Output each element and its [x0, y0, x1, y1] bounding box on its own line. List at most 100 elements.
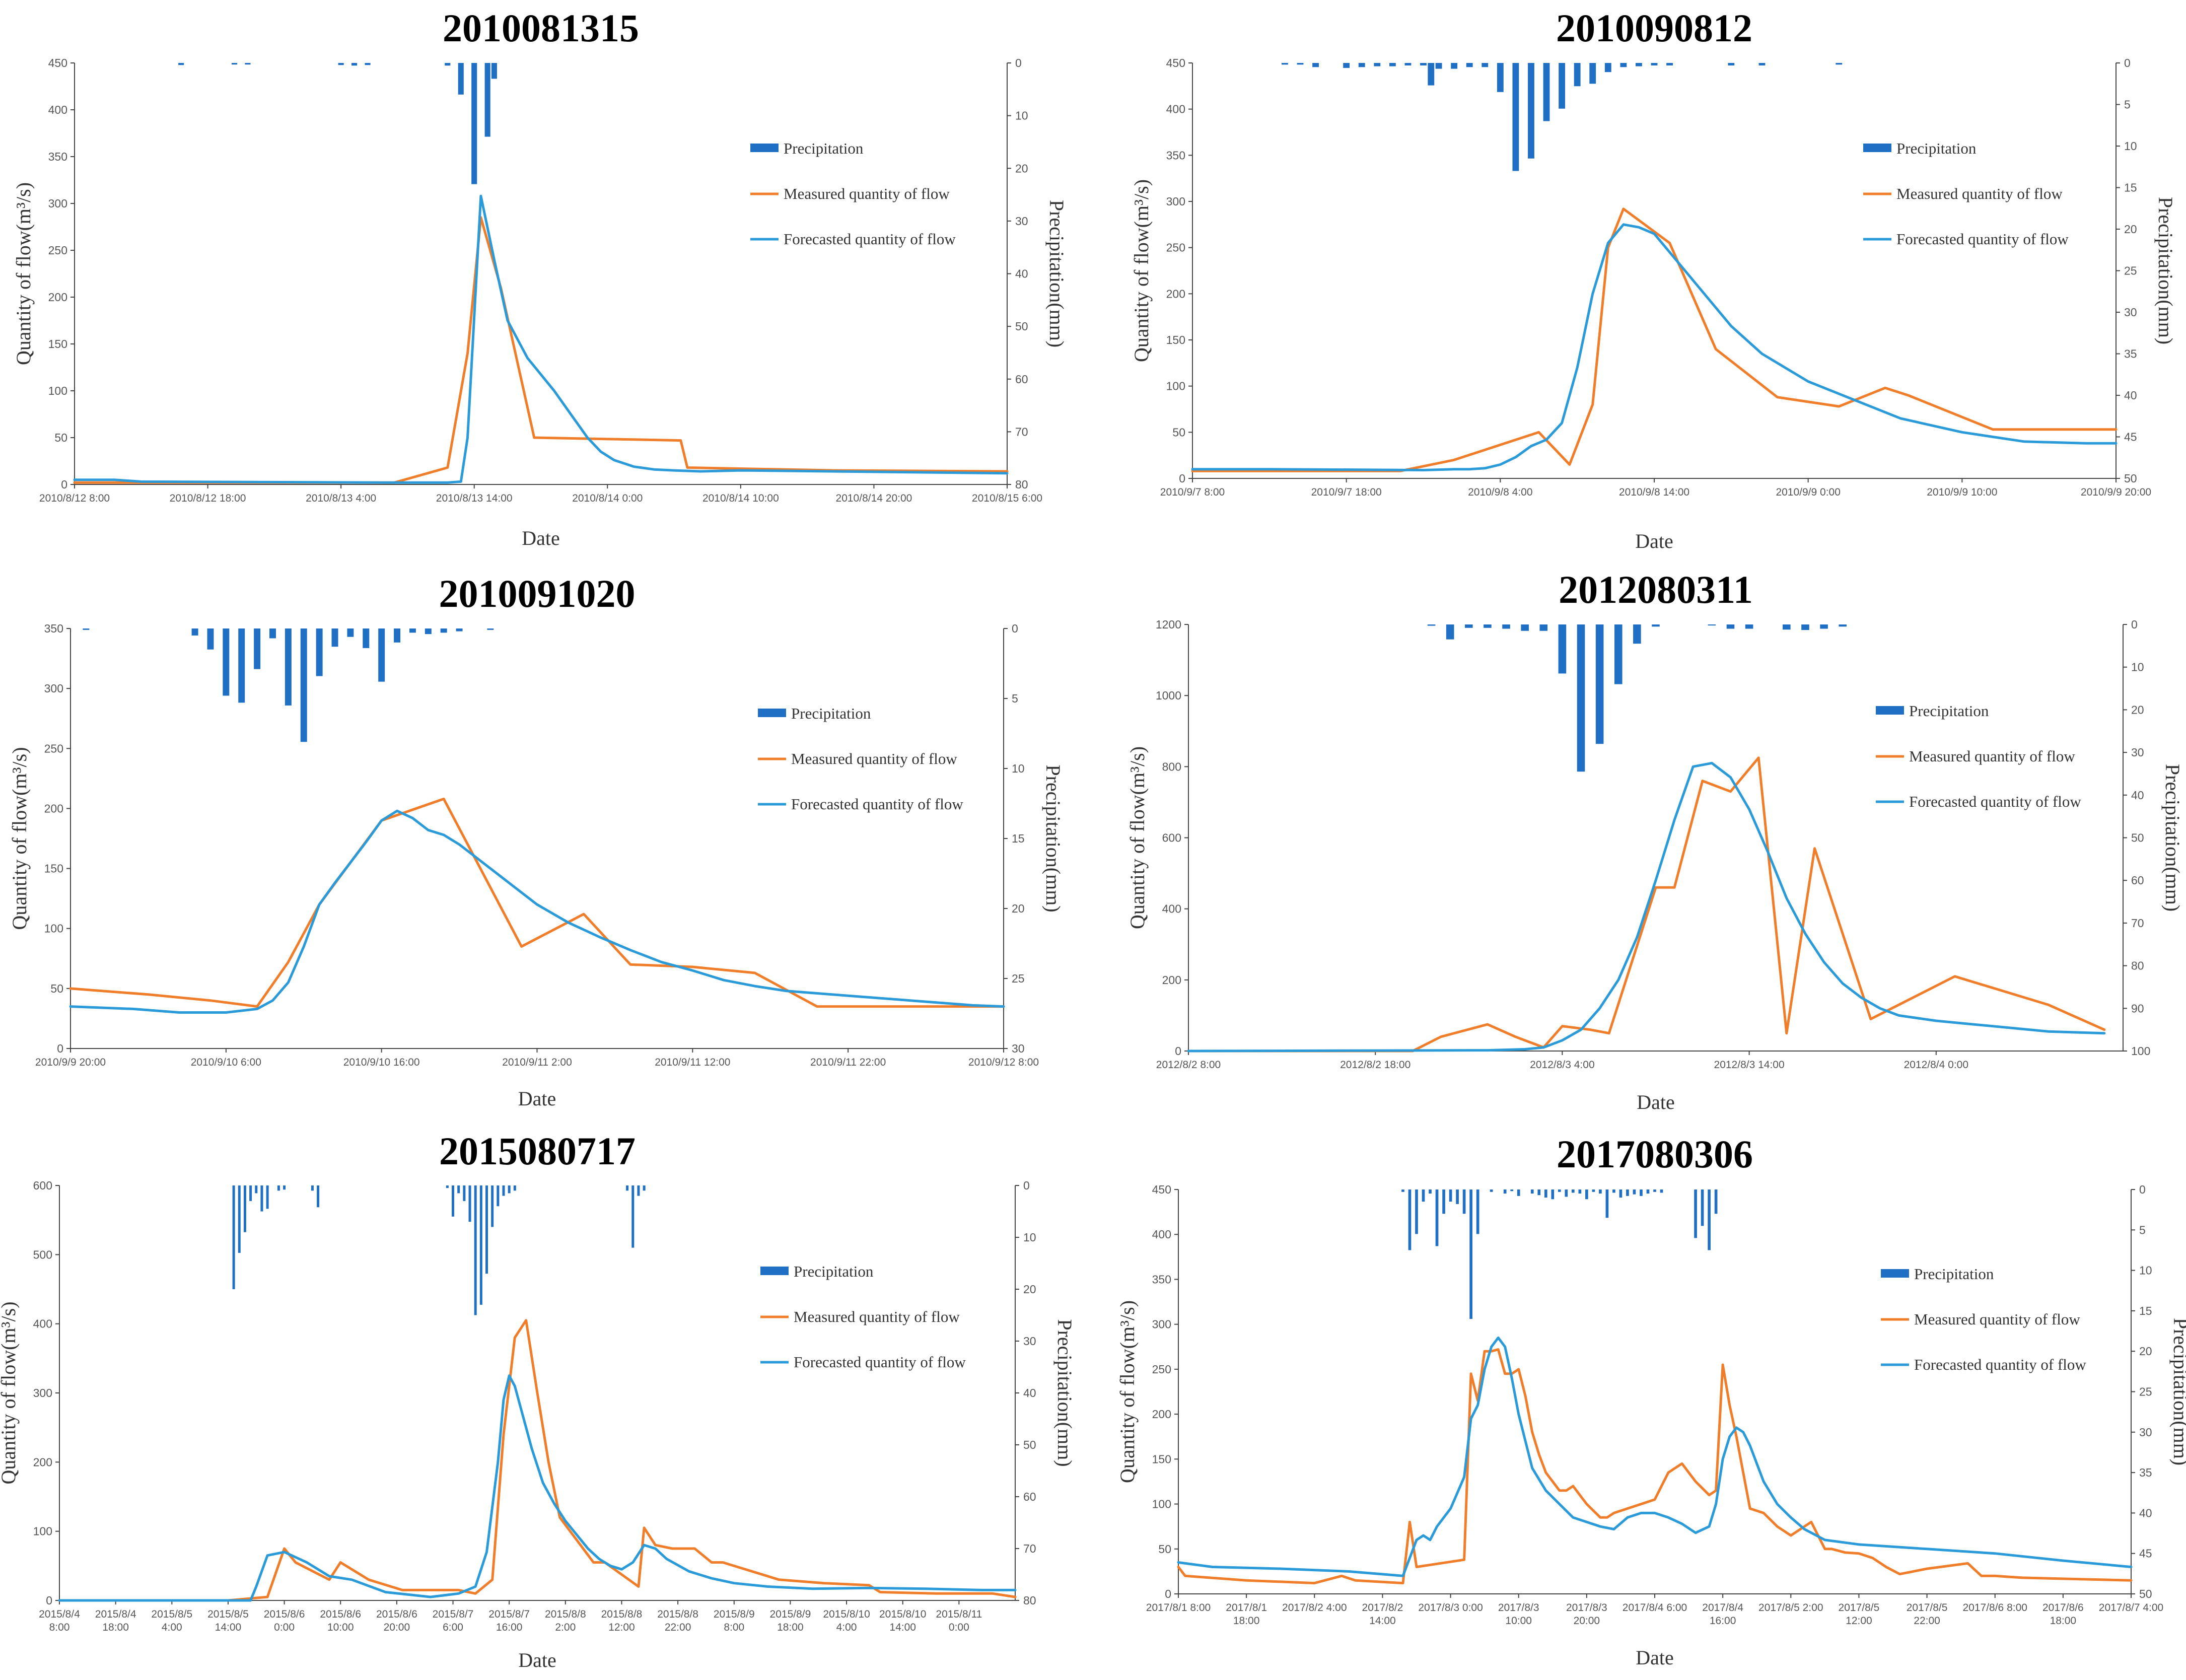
forecasted-flow-line [1187, 761, 2106, 1053]
precip-bar [1839, 624, 1847, 627]
y-tick-label: 500 [33, 1248, 52, 1261]
chart-title: 2012080311 [1559, 568, 1753, 611]
precip-bar [479, 1185, 482, 1305]
y-tick-label: 200 [44, 802, 63, 815]
precip-bar [1510, 1189, 1514, 1192]
precip-bar [269, 628, 276, 639]
x-tick-label: 2010/8/14 10:00 [702, 493, 779, 504]
precip-bar [1297, 63, 1304, 65]
precip-bar [491, 1185, 494, 1227]
precip-bar [452, 1185, 455, 1217]
precip-bar [1708, 1189, 1711, 1250]
legend-label: Forecasted quantity of flow [794, 1353, 966, 1371]
y-tick-label: 300 [1166, 195, 1185, 208]
x-tick-label: 2010/8/12 18:00 [170, 493, 246, 504]
precip-bar [1636, 63, 1642, 66]
precip-bar [1651, 63, 1658, 65]
x-tick-label: 2012/8/2 8:00 [1156, 1059, 1221, 1071]
precip-bar [491, 63, 497, 79]
precip-bar [255, 1185, 258, 1194]
precip-bar [394, 628, 401, 643]
chart-title: 2017080306 [1557, 1132, 1753, 1176]
precip-bar [1640, 1189, 1643, 1196]
y2-tick-label: 40 [2131, 789, 2144, 802]
x-tick-label: 2017/8/7 4:00 [2099, 1602, 2163, 1614]
precip-bar [1537, 1189, 1541, 1196]
x-tick-label: 2010/8/14 0:00 [572, 493, 643, 504]
x-tick-label: 2015/8/11 0:00 [936, 1608, 982, 1633]
precip-bar [1559, 63, 1566, 109]
x-tick-label: 2015/8/6 20:00 [376, 1608, 417, 1633]
precip-bar [1429, 1189, 1432, 1194]
x-tick-label: 2010/8/13 4:00 [306, 493, 376, 504]
y2-tick-label: 60 [2131, 874, 2144, 887]
precip-bar [1620, 63, 1627, 67]
chart-title: 2010090812 [1556, 6, 1752, 50]
y2-tick-label: 0 [2124, 56, 2131, 69]
chart-panel-2010091020: 2010091020 0 50 100 150 200 250 300 350 0 5 10 15 20 2… [8, 572, 1065, 1110]
precip-bar [1714, 1189, 1718, 1214]
x-tick-label: 2017/8/5 2:00 [1758, 1602, 1823, 1614]
legend-label: Forecasted quantity of flow [784, 230, 956, 248]
x-tick-label: 2010/8/15 6:00 [972, 493, 1042, 504]
precip-bar [1389, 63, 1396, 66]
y2-tick-label: 0 [1015, 56, 1022, 69]
measured-flow-line [58, 1319, 1017, 1602]
precip-bar [231, 63, 238, 65]
x-tick-label: 2015/8/4 18:00 [95, 1608, 136, 1633]
y2-tick-label: 40 [1015, 267, 1028, 281]
x-tick-label: 2010/9/11 2:00 [502, 1057, 572, 1068]
x-tick-label: 2017/8/3 0:00 [1418, 1602, 1483, 1614]
x-tick-label: 2010/9/9 20:00 [2081, 486, 2151, 498]
legend-label: Measured quantity of flow [794, 1308, 960, 1325]
precip-bar [1404, 63, 1412, 65]
precip-bar [363, 628, 370, 648]
y-tick-label: 450 [1166, 56, 1185, 69]
y-axis-label: Quantity of flow(m³/s) [12, 182, 35, 365]
precip-bar [1435, 1189, 1439, 1246]
y2-tick-label: 30 [1012, 1042, 1025, 1055]
precip-bar [1512, 63, 1519, 171]
legend-label: Precipitation [1909, 702, 1989, 720]
precip-bar [1694, 1189, 1697, 1238]
y2-tick-label: 45 [2124, 431, 2137, 444]
x-axis-label: Date [1635, 530, 1673, 552]
precip-bar [1521, 624, 1529, 631]
precip-bar [317, 1185, 320, 1208]
precip-bar [260, 1185, 263, 1212]
x-tick-label: 2017/8/6 18:00 [2042, 1602, 2084, 1627]
x-tick-label: 2010/9/8 4:00 [1468, 486, 1532, 498]
y2-tick-label: 25 [1012, 972, 1025, 985]
precip-bar [1465, 624, 1473, 628]
y-tick-label: 300 [44, 682, 63, 695]
precip-bar [1497, 63, 1504, 92]
precip-bar [458, 63, 464, 95]
y2-tick-label: 80 [2131, 959, 2144, 972]
precip-bar [1666, 63, 1673, 65]
precip-bar [409, 628, 416, 633]
legend-label: Forecasted quantity of flow [1909, 793, 2081, 810]
x-tick-label: 2017/8/2 4:00 [1282, 1602, 1347, 1614]
precip-bar [1565, 1189, 1568, 1197]
chart-panel-2010090812: 2010090812 0 50 100 150 200 250 300 350 400 450 0 5 1… [1130, 6, 2177, 552]
precip-bar [249, 1185, 252, 1201]
precip-bar [1728, 63, 1735, 65]
precip-bar [425, 628, 432, 635]
precip-bar [347, 628, 354, 637]
y2-tick-label: 10 [2131, 661, 2144, 674]
precip-bar [446, 1185, 449, 1188]
y2-tick-label: 0 [1023, 1179, 1030, 1192]
y2-tick-label: 40 [2139, 1506, 2152, 1519]
legend-label: Precipitation [794, 1263, 874, 1280]
legend-precip-swatch [758, 709, 786, 717]
precip-bar [445, 63, 451, 66]
y2-tick-label: 40 [2124, 389, 2137, 402]
y-tick-label: 250 [1166, 241, 1185, 254]
x-tick-label: 2017/8/1 18:00 [1226, 1602, 1267, 1627]
y-tick-label: 400 [48, 103, 67, 116]
legend-precip-swatch [1863, 144, 1891, 152]
forecasted-flow-line [1177, 1336, 2133, 1577]
legend-label: Forecasted quantity of flow [1896, 230, 2069, 248]
y2-axis-label: Precipitation(mm) [2161, 764, 2184, 912]
precip-bar [331, 628, 338, 647]
